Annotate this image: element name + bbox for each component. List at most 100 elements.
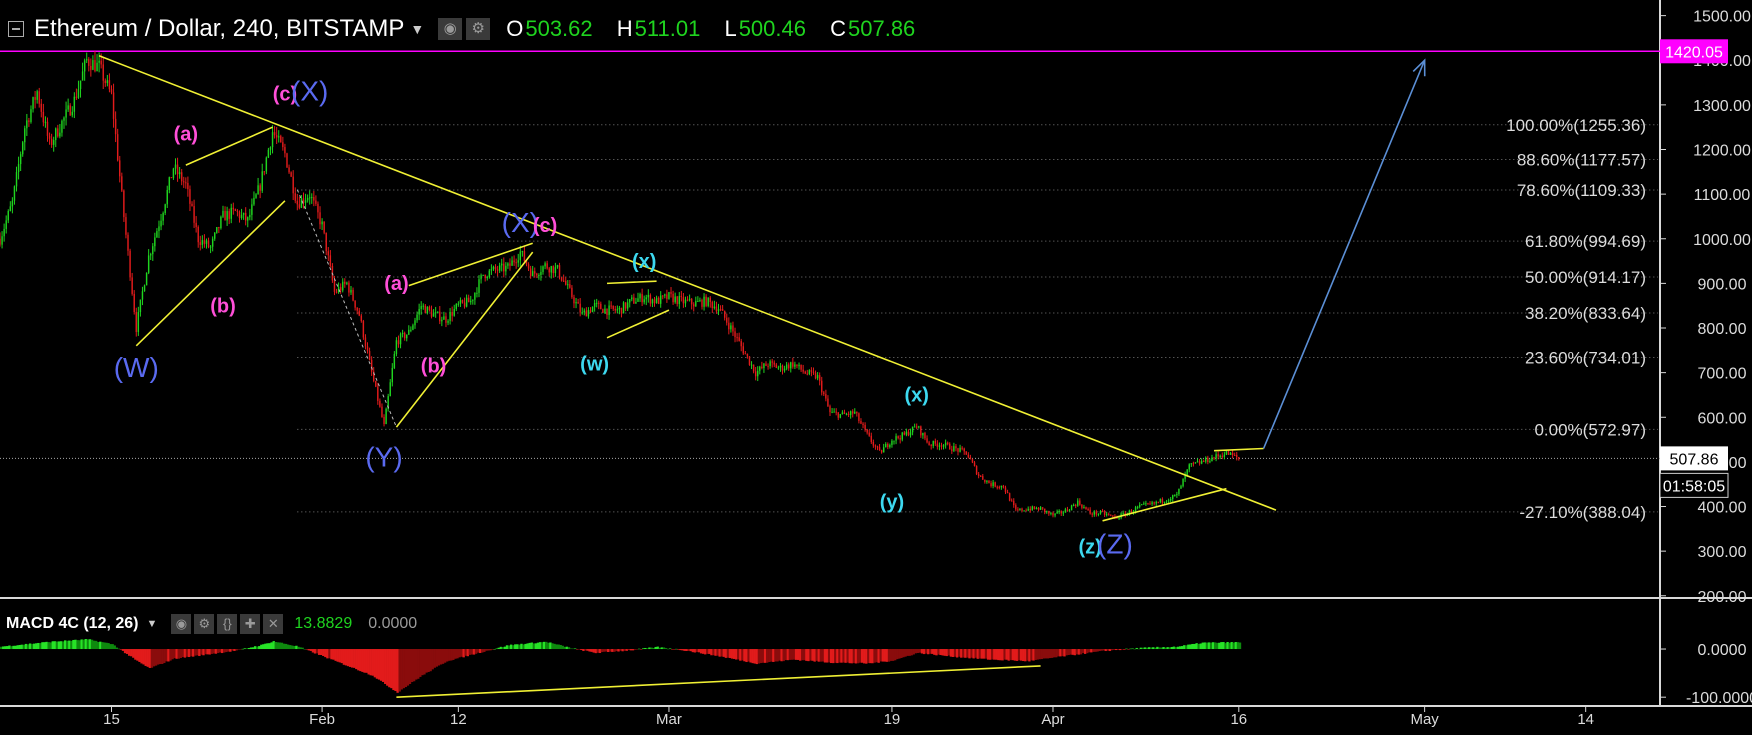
candle-body — [286, 153, 288, 168]
candle-body — [399, 334, 402, 345]
candle-body — [348, 282, 350, 293]
macd-bar — [536, 642, 540, 650]
candle-body — [734, 331, 736, 338]
chevron-down-icon[interactable]: ▼ — [410, 21, 425, 37]
candle-body — [752, 364, 755, 372]
macd-bar — [1133, 648, 1136, 650]
candle-body — [785, 364, 788, 369]
candle-body — [364, 337, 367, 347]
candle-body — [129, 250, 131, 278]
gear-icon[interactable]: ⚙ — [466, 18, 491, 40]
close-label: C — [830, 16, 846, 41]
candle-body — [713, 306, 716, 309]
candle-body — [765, 363, 767, 366]
macd-bar — [607, 649, 610, 653]
candle-body — [11, 200, 14, 207]
macd-bar — [1005, 649, 1008, 660]
fib-level-label: 61.80%(994.69) — [1525, 232, 1646, 251]
macd-bar — [584, 649, 587, 651]
close-value: 507.86 — [848, 16, 916, 41]
high-label: H — [616, 16, 633, 41]
macd-bar — [545, 641, 548, 650]
candle-body — [887, 443, 889, 447]
braces-icon[interactable]: {} — [217, 614, 238, 634]
macd-bar — [173, 649, 176, 659]
candle-body — [1174, 495, 1176, 497]
macd-bar — [1209, 642, 1213, 650]
candle-body — [971, 459, 974, 463]
candle-body — [308, 197, 311, 199]
candle-body — [988, 480, 990, 484]
candle-body — [1145, 503, 1147, 505]
macd-bar — [1139, 647, 1143, 650]
candle-body — [1074, 504, 1077, 506]
macd-bar — [850, 649, 854, 664]
macd-bar — [1052, 649, 1056, 658]
candle-body — [913, 426, 916, 428]
candle-body — [302, 198, 305, 203]
time-tick-label: 12 — [450, 711, 467, 728]
macd-bar — [1011, 649, 1015, 661]
macd-bar — [154, 649, 158, 666]
candle-body — [1056, 511, 1058, 514]
candle-body — [573, 297, 575, 304]
collapse-icon[interactable] — [8, 21, 24, 37]
symbol-title[interactable]: Ethereum / Dollar, 240, BITSTAMP — [34, 15, 405, 42]
candle-body — [3, 228, 5, 237]
macd-bar — [786, 649, 790, 661]
candle-body — [600, 303, 602, 310]
candle-body — [521, 251, 524, 253]
macd-title[interactable]: MACD 4C (12, 26) — [6, 615, 139, 632]
eye-icon[interactable]: ◉ — [171, 614, 192, 634]
macd-bar — [299, 647, 302, 650]
macd-bar — [140, 649, 143, 664]
candle-body — [814, 372, 817, 379]
plus-icon[interactable]: ✚ — [240, 614, 261, 634]
macd-bar — [865, 649, 868, 664]
candle-body — [1035, 508, 1038, 510]
macd-bar — [59, 641, 63, 650]
macd-bar — [846, 649, 849, 663]
macd-bar — [642, 648, 645, 650]
gear-icon[interactable]: ⚙ — [194, 614, 215, 634]
candle-body — [342, 281, 344, 291]
candle-body — [523, 251, 526, 262]
candle-body — [381, 406, 383, 418]
close-icon[interactable]: ✕ — [263, 614, 284, 634]
candle-body — [443, 316, 445, 320]
macd-bar — [871, 649, 874, 664]
candle-body — [298, 204, 301, 208]
candle-body — [24, 128, 26, 143]
macd-bar — [282, 643, 286, 650]
candle-body — [162, 213, 164, 221]
macd-bar — [1135, 647, 1138, 650]
candle-body — [410, 329, 412, 331]
macd-bar — [167, 649, 170, 662]
candle-body — [418, 308, 420, 315]
ohlc-readout: O503.62 H511.01 L500.46 C507.86 — [506, 16, 933, 42]
candle-body — [946, 442, 949, 444]
eye-icon[interactable]: ◉ — [438, 18, 463, 40]
macd-bar — [621, 649, 624, 652]
macd-bar — [1116, 649, 1120, 650]
candle-body — [854, 411, 856, 414]
macd-bar — [1050, 649, 1054, 658]
candle-body — [777, 367, 780, 369]
candle-body — [1147, 503, 1149, 505]
macd-bar — [503, 646, 507, 650]
candle-body — [907, 431, 910, 436]
macd-bar — [753, 649, 756, 664]
macd-bar — [355, 649, 358, 670]
macd-bar — [379, 649, 383, 681]
macd-bar — [220, 649, 224, 654]
macd-bar — [701, 649, 705, 654]
candle-body — [449, 311, 451, 321]
macd-bar — [660, 647, 664, 650]
macd-bar — [671, 649, 674, 650]
candle-body — [775, 364, 778, 368]
macd-bar — [681, 649, 684, 651]
macd-bar — [130, 649, 133, 657]
chevron-down-icon[interactable]: ▼ — [146, 618, 158, 630]
macd-bar — [916, 649, 920, 653]
